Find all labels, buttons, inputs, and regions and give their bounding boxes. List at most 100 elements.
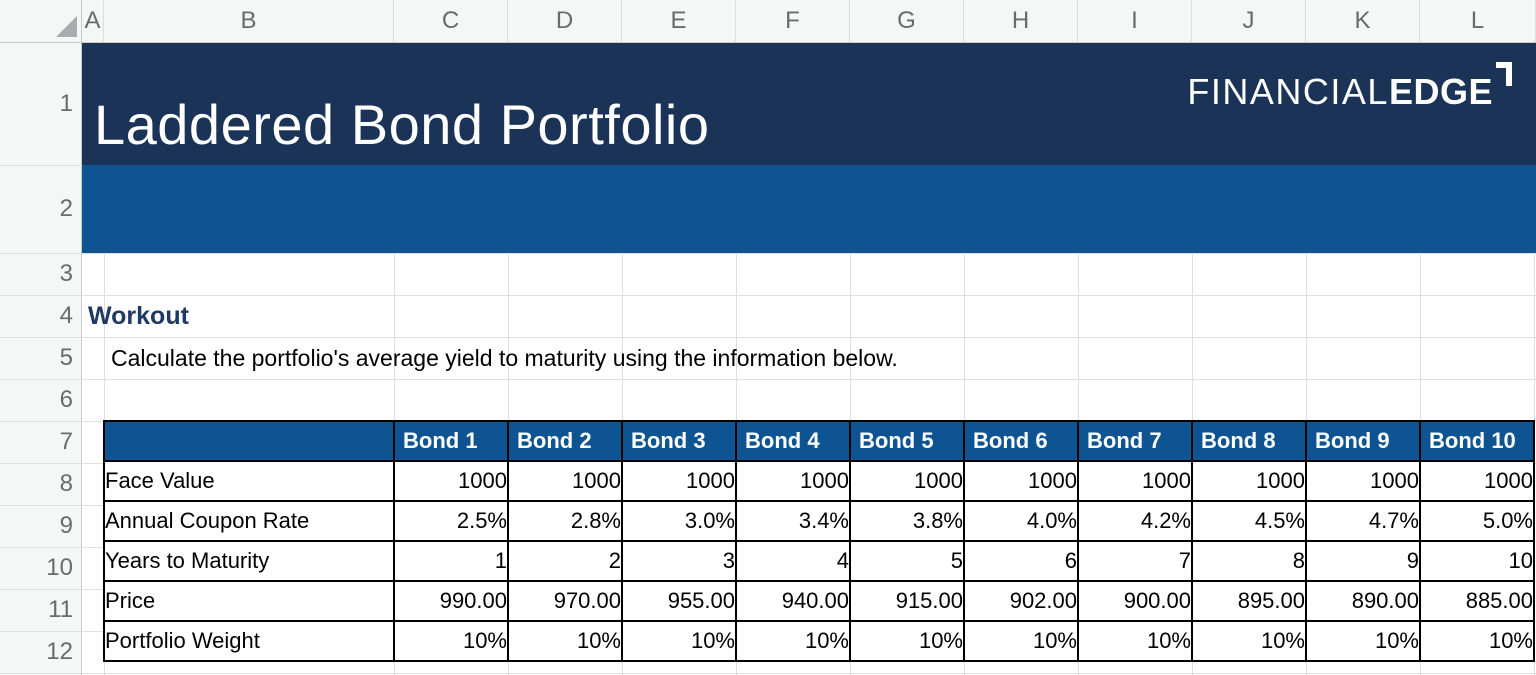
column-header-strip: A B C D E F G H I J K L — [0, 0, 1536, 43]
data-cell[interactable]: 1000 — [393, 460, 509, 502]
data-cell[interactable]: 10% — [1191, 620, 1307, 662]
column-header-a[interactable]: A — [82, 0, 104, 42]
data-cell[interactable]: 10% — [849, 620, 965, 662]
data-cell[interactable]: 895.00 — [1191, 580, 1307, 622]
data-cell[interactable]: 5 — [849, 540, 965, 582]
data-cell[interactable]: 2 — [507, 540, 623, 582]
data-cell[interactable]: 1 — [393, 540, 509, 582]
data-cell[interactable]: 1000 — [1305, 460, 1421, 502]
row-header-7[interactable]: 7 — [59, 428, 73, 455]
table-corner-cell[interactable] — [103, 420, 395, 462]
data-cell[interactable]: 1000 — [849, 460, 965, 502]
data-cell[interactable]: 2.8% — [507, 500, 623, 542]
column-header-k[interactable]: K — [1306, 0, 1420, 42]
column-header-b[interactable]: B — [104, 0, 394, 42]
column-header-d[interactable]: D — [508, 0, 622, 42]
data-cell[interactable]: 10% — [963, 620, 1079, 662]
bond-column-header[interactable]: Bond 1 — [393, 420, 509, 462]
data-cell[interactable]: 10% — [393, 620, 509, 662]
bond-column-header[interactable]: Bond 7 — [1077, 420, 1193, 462]
data-cell[interactable]: 10% — [1305, 620, 1421, 662]
data-cell[interactable]: 3.8% — [849, 500, 965, 542]
data-cell[interactable]: 1000 — [735, 460, 851, 502]
data-cell[interactable]: 4.5% — [1191, 500, 1307, 542]
data-cell[interactable]: 1000 — [1419, 460, 1535, 502]
data-cell[interactable]: 3.0% — [621, 500, 737, 542]
bond-column-header[interactable]: Bond 8 — [1191, 420, 1307, 462]
data-cell[interactable]: 900.00 — [1077, 580, 1193, 622]
row-header-10[interactable]: 10 — [46, 554, 73, 581]
bond-column-header[interactable]: Bond 6 — [963, 420, 1079, 462]
workout-heading-cell[interactable]: Workout — [88, 302, 189, 330]
bond-column-header[interactable]: Bond 4 — [735, 420, 851, 462]
row-header-4[interactable]: 4 — [59, 302, 73, 329]
column-header-l[interactable]: L — [1420, 0, 1536, 42]
bond-column-header[interactable]: Bond 2 — [507, 420, 623, 462]
row-header-9[interactable]: 9 — [59, 512, 73, 539]
title-banner-cell[interactable]: Laddered Bond Portfolio FINANCIAL EDGE — [82, 43, 1536, 165]
data-cell[interactable]: 5.0% — [1419, 500, 1535, 542]
data-cell[interactable]: 4.2% — [1077, 500, 1193, 542]
row-label-cell[interactable]: Annual Coupon Rate — [103, 500, 395, 542]
row-header-2[interactable]: 2 — [59, 195, 73, 222]
select-all-button[interactable] — [0, 0, 82, 42]
data-cell[interactable]: 10% — [735, 620, 851, 662]
data-cell[interactable]: 1000 — [963, 460, 1079, 502]
data-cell[interactable]: 885.00 — [1419, 580, 1535, 622]
data-cell[interactable]: 9 — [1305, 540, 1421, 582]
data-cell[interactable]: 940.00 — [735, 580, 851, 622]
bond-column-header[interactable]: Bond 3 — [621, 420, 737, 462]
instruction-cell[interactable]: Calculate the portfolio's average yield … — [111, 345, 898, 371]
row-label-cell[interactable]: Years to Maturity — [103, 540, 395, 582]
data-cell[interactable]: 10 — [1419, 540, 1535, 582]
row-label-cell[interactable]: Face Value — [103, 460, 395, 502]
row-header-8[interactable]: 8 — [59, 470, 73, 497]
data-cell[interactable]: 4.7% — [1305, 500, 1421, 542]
column-header-e[interactable]: E — [622, 0, 736, 42]
column-header-c[interactable]: C — [394, 0, 508, 42]
data-cell[interactable]: 10% — [507, 620, 623, 662]
data-cell[interactable]: 7 — [1077, 540, 1193, 582]
row-label-cell[interactable]: Price — [103, 580, 395, 622]
financial-edge-logo: FINANCIAL EDGE — [1187, 62, 1512, 113]
data-cell[interactable]: 955.00 — [621, 580, 737, 622]
data-cell[interactable]: 4 — [735, 540, 851, 582]
data-cell[interactable]: 10% — [1077, 620, 1193, 662]
data-cell[interactable]: 990.00 — [393, 580, 509, 622]
data-cell[interactable]: 3.4% — [735, 500, 851, 542]
logo-text-financial: FINANCIAL — [1187, 71, 1389, 112]
data-cell[interactable]: 4.0% — [963, 500, 1079, 542]
data-cell[interactable]: 10% — [1419, 620, 1535, 662]
subtitle-banner-cell[interactable] — [82, 165, 1536, 253]
data-cell[interactable]: 10% — [621, 620, 737, 662]
data-cell[interactable]: 970.00 — [507, 580, 623, 622]
data-cell[interactable]: 902.00 — [963, 580, 1079, 622]
data-cell[interactable]: 1000 — [621, 460, 737, 502]
data-cell[interactable]: 915.00 — [849, 580, 965, 622]
data-cell[interactable]: 1000 — [1191, 460, 1307, 502]
column-header-g[interactable]: G — [850, 0, 964, 42]
row-header-3[interactable]: 3 — [59, 260, 73, 287]
row-header-12[interactable]: 12 — [46, 638, 73, 665]
bond-column-header[interactable]: Bond 9 — [1305, 420, 1421, 462]
row-header-1[interactable]: 1 — [59, 90, 73, 117]
data-cell[interactable]: 2.5% — [393, 500, 509, 542]
column-header-i[interactable]: I — [1078, 0, 1192, 42]
column-header-h[interactable]: H — [964, 0, 1078, 42]
bond-column-header[interactable]: Bond 5 — [849, 420, 965, 462]
row-header-5[interactable]: 5 — [59, 344, 73, 371]
row-label-cell[interactable]: Portfolio Weight — [103, 620, 395, 662]
data-cell[interactable]: 1000 — [1077, 460, 1193, 502]
data-cell[interactable]: 3 — [621, 540, 737, 582]
column-header-j[interactable]: J — [1192, 0, 1306, 42]
row-header-11[interactable]: 11 — [48, 596, 73, 623]
table-header-row: Bond 1 Bond 2 Bond 3 Bond 4 Bond 5 Bond … — [103, 420, 1535, 462]
bond-column-header[interactable]: Bond 10 — [1419, 420, 1535, 462]
data-cell[interactable]: 890.00 — [1305, 580, 1421, 622]
data-cell[interactable]: 8 — [1191, 540, 1307, 582]
data-cell[interactable]: 1000 — [507, 460, 623, 502]
column-header-f[interactable]: F — [736, 0, 850, 42]
row-header-6[interactable]: 6 — [59, 386, 73, 413]
sheet-title: Laddered Bond Portfolio — [94, 93, 710, 156]
data-cell[interactable]: 6 — [963, 540, 1079, 582]
